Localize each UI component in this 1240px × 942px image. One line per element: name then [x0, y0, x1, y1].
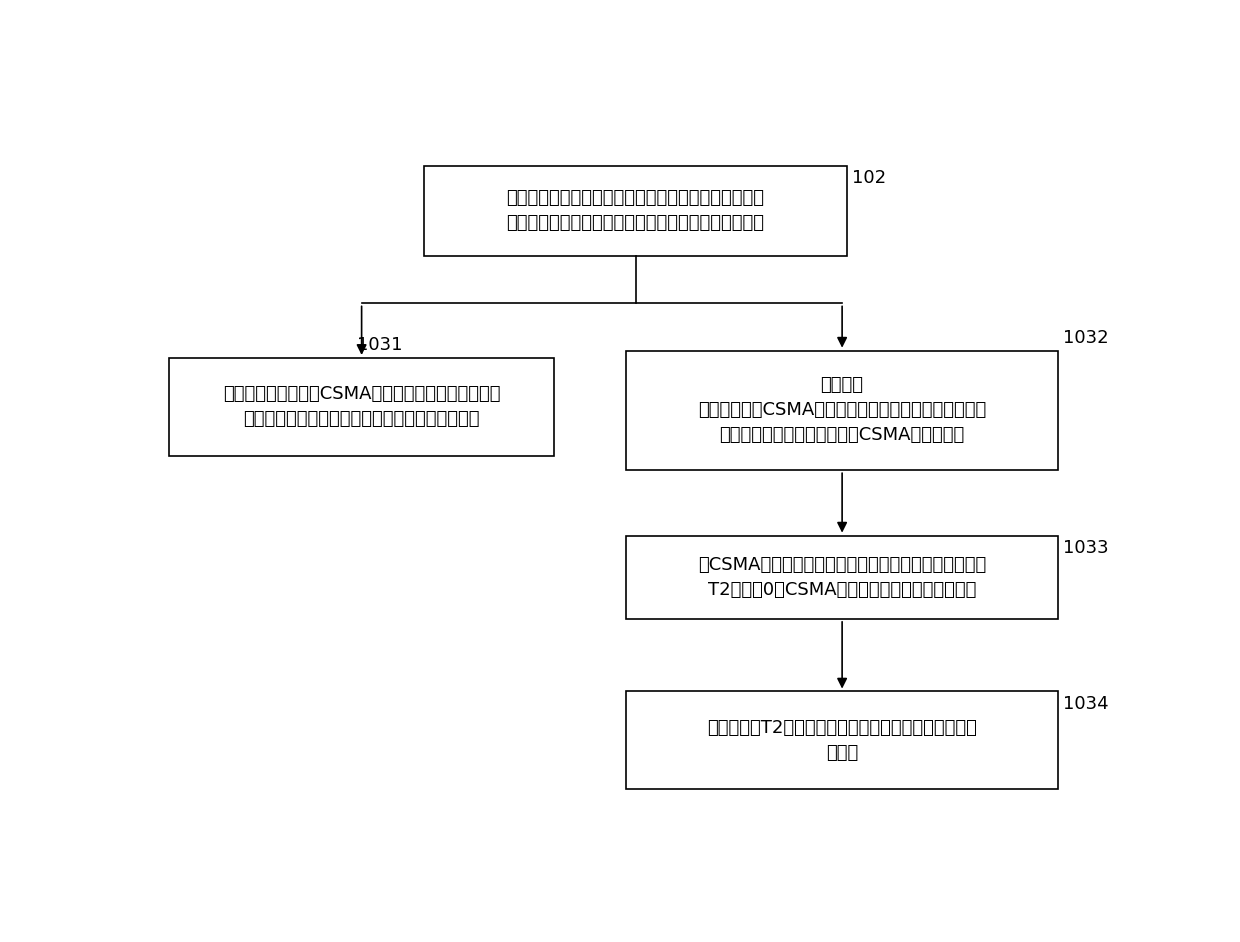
FancyBboxPatch shape [626, 536, 1058, 619]
FancyBboxPatch shape [626, 350, 1058, 470]
Text: 在CSMA时隙到来时，清除标识，重启定时器，定时时间
T2设置为0到CSMA周期的二分之一之间的随机值: 在CSMA时隙到来时，清除标识，重启定时器，定时时间 T2设置为0到CSMA周期… [698, 556, 986, 599]
Text: 若定时器超时发生在CSMA时隙，则根据候选代理节点
生成关联请求帧，以向候选代理节点发送入网请求: 若定时器超时发生在CSMA时隙，则根据候选代理节点 生成关联请求帧，以向候选代理… [223, 385, 501, 429]
Text: 1032: 1032 [1063, 329, 1109, 347]
Text: 若定时器
超时发生在非CSMA时隙，则设置一个发送关联请求帧的
标识，关闭定时器等待下一个CSMA时隙的到来: 若定时器 超时发生在非CSMA时隙，则设置一个发送关联请求帧的 标识，关闭定时器… [698, 377, 986, 445]
FancyBboxPatch shape [170, 358, 554, 456]
Text: 1034: 1034 [1063, 695, 1109, 713]
Text: 1031: 1031 [357, 336, 402, 354]
FancyBboxPatch shape [424, 166, 847, 256]
Text: 1033: 1033 [1063, 539, 1109, 557]
FancyBboxPatch shape [626, 691, 1058, 789]
Text: 在启动入网流程后，根据邻居节点的信道质量、层级以
及接收到的信标帧个数选择一个节点作为候选代理节点: 在启动入网流程后，根据邻居节点的信道质量、层级以 及接收到的信标帧个数选择一个节… [506, 189, 765, 233]
Text: 102: 102 [852, 170, 885, 187]
Text: 定时器时间T2超时后，生成关联请求帧并向候选代理节
点发出: 定时器时间T2超时后，生成关联请求帧并向候选代理节 点发出 [707, 719, 977, 762]
